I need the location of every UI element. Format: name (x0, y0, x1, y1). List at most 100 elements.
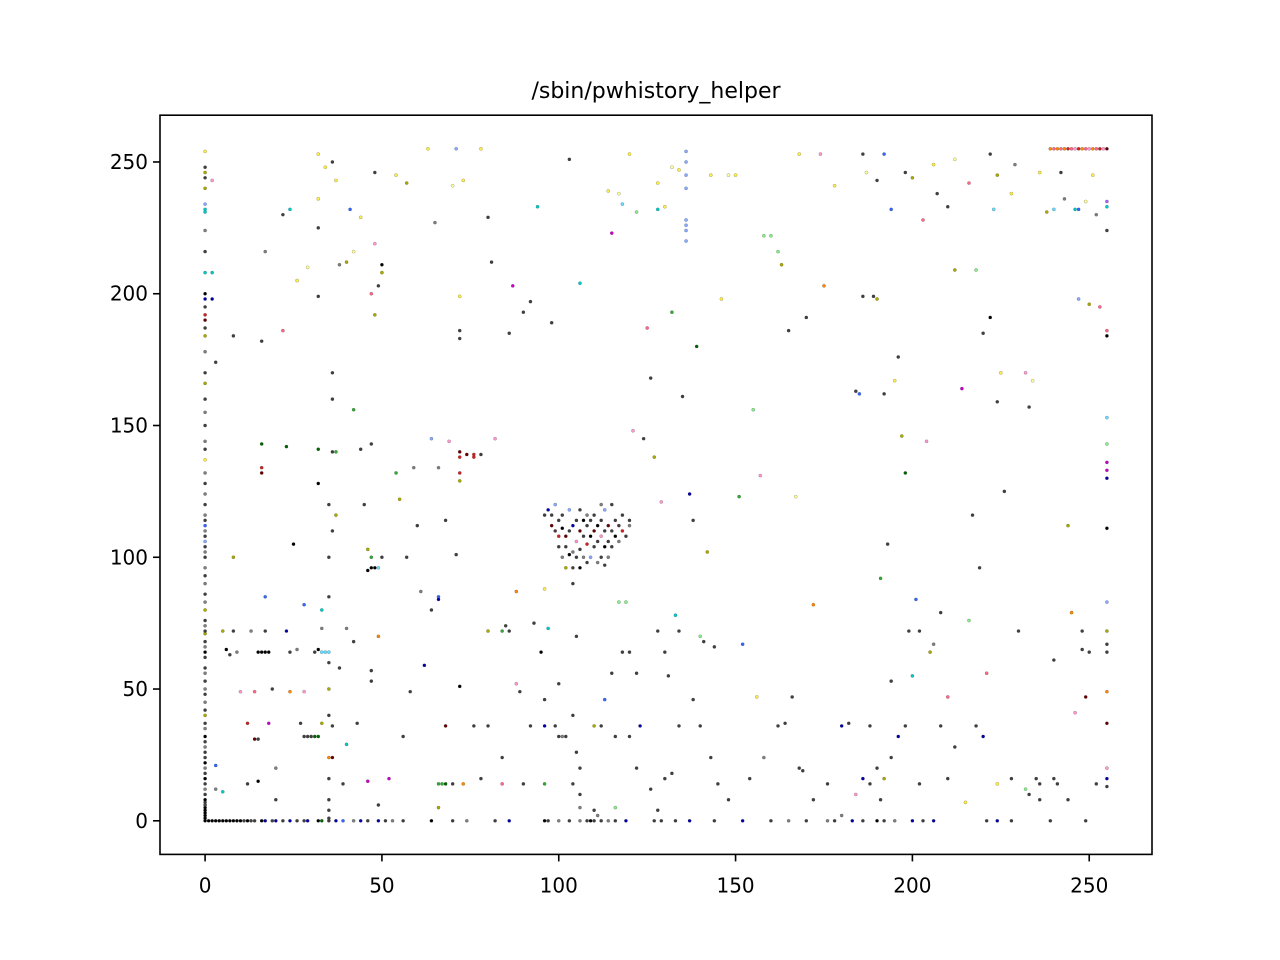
data-point (726, 797, 731, 802)
data-point (556, 819, 561, 823)
data-point (203, 318, 207, 322)
data-point (740, 819, 745, 823)
data-point (617, 539, 621, 544)
data-point (1030, 378, 1035, 383)
data-point (977, 566, 982, 570)
data-point (450, 819, 455, 823)
data-point (330, 724, 335, 728)
data-point (330, 755, 335, 760)
data-point (203, 481, 207, 486)
data-point (599, 819, 603, 823)
data-point (288, 689, 292, 694)
data-point (259, 650, 264, 654)
data-point (1037, 782, 1042, 786)
data-point (457, 455, 462, 459)
data-point (1034, 776, 1038, 781)
data-point (213, 360, 218, 365)
data-point (249, 629, 253, 633)
data-point (617, 523, 621, 528)
data-point (613, 805, 618, 810)
data-point (203, 544, 207, 549)
data-point (203, 439, 207, 444)
data-point (578, 529, 582, 533)
data-point (1105, 629, 1109, 633)
data-point (503, 624, 508, 628)
data-point (592, 819, 596, 823)
data-point (1087, 302, 1092, 307)
data-point (574, 539, 579, 544)
data-point (613, 734, 618, 739)
data-point (203, 655, 207, 660)
data-point (797, 766, 802, 770)
data-point (312, 734, 317, 739)
data-point (203, 792, 207, 797)
data-point (457, 450, 462, 454)
data-point (825, 782, 830, 786)
data-point (259, 471, 264, 475)
data-point (203, 687, 207, 691)
data-point (351, 249, 356, 254)
data-point (203, 692, 207, 697)
data-point (652, 455, 657, 459)
y-tick-label: 150 (110, 414, 148, 438)
x-tick-label: 100 (540, 873, 578, 897)
data-point (203, 529, 207, 533)
data-point (684, 228, 688, 233)
data-point (889, 207, 893, 212)
data-point (786, 328, 791, 333)
data-point (588, 555, 593, 560)
data-point (1055, 147, 1060, 151)
data-point (203, 326, 207, 330)
data-point (578, 819, 582, 823)
data-point (259, 339, 264, 343)
data-point (1098, 305, 1102, 309)
data-point (875, 297, 879, 301)
data-point (443, 724, 448, 728)
data-point (320, 650, 324, 654)
data-point (822, 284, 826, 288)
data-point (549, 513, 554, 517)
data-point (330, 529, 335, 533)
data-point (684, 223, 688, 227)
data-point (330, 397, 335, 401)
data-point (892, 819, 897, 823)
data-point (1055, 782, 1060, 786)
data-point (938, 610, 943, 615)
data-point (542, 513, 547, 517)
data-point (875, 178, 879, 183)
data-point (369, 291, 374, 296)
data-point (203, 249, 207, 254)
data-point (617, 600, 621, 604)
data-point (1105, 415, 1109, 420)
data-point (408, 689, 412, 694)
data-point (263, 650, 267, 654)
data-point (224, 819, 229, 823)
data-point (931, 642, 936, 647)
data-point (903, 724, 908, 728)
data-point (1076, 147, 1081, 151)
data-point (203, 305, 207, 309)
data-point (203, 708, 207, 712)
data-point (454, 147, 458, 151)
data-point (634, 210, 639, 214)
data-point (351, 639, 356, 644)
data-point (203, 555, 207, 560)
data-point (627, 152, 632, 156)
data-point (415, 523, 420, 528)
data-point (726, 173, 731, 177)
data-point (1105, 642, 1109, 647)
data-point (1105, 147, 1109, 151)
data-point (599, 724, 603, 728)
data-point (206, 819, 211, 823)
data-point (556, 681, 561, 686)
data-point (712, 819, 717, 823)
data-point (330, 160, 335, 164)
data-point (670, 310, 674, 314)
data-point (931, 162, 936, 167)
data-point (631, 429, 635, 433)
data-point (709, 173, 713, 177)
data-point (571, 581, 575, 586)
data-point (585, 513, 589, 517)
data-point (259, 465, 264, 470)
data-point (401, 734, 405, 739)
